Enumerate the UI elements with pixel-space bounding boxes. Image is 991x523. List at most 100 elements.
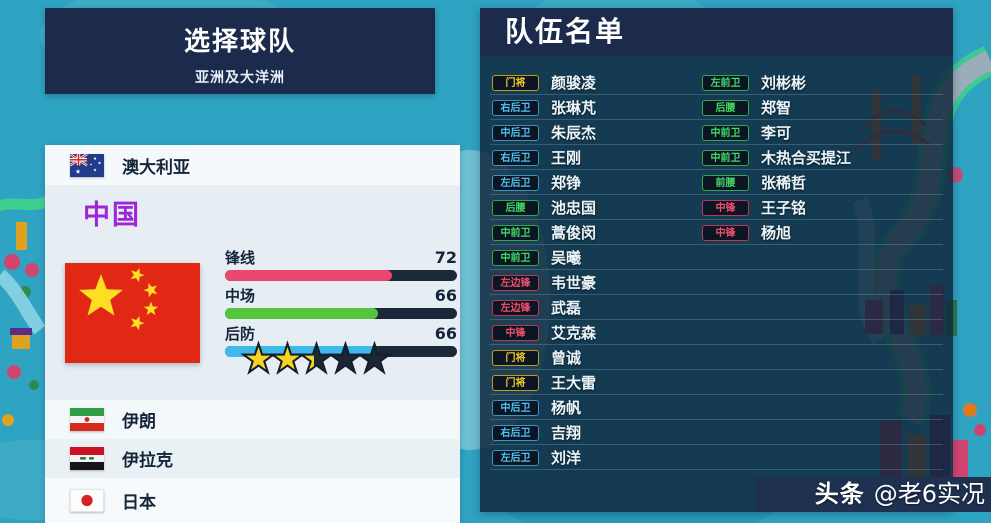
position-badge: 后腰 (492, 199, 539, 216)
stat-label: 中场 (225, 287, 256, 305)
player-name: 张稀哲 (761, 174, 807, 192)
player-row[interactable]: 右后卫 吉翔 (492, 420, 596, 445)
row-divider (490, 294, 943, 295)
china-flag (65, 263, 200, 363)
row-divider (490, 194, 943, 195)
position-badge: 右后卫 (492, 99, 539, 116)
player-row[interactable]: 中锋 杨旭 (702, 220, 851, 245)
player-name: 艾克森 (551, 324, 597, 342)
position-badge: 左边锋 (492, 274, 539, 291)
row-divider (490, 394, 943, 395)
team-list-item[interactable]: 伊拉克 (45, 439, 460, 478)
player-row[interactable]: 后腰 池忠国 (492, 195, 596, 220)
row-divider (490, 269, 943, 270)
team-name: 日本 (122, 493, 156, 513)
player-row[interactable]: 中锋 王子铭 (702, 195, 851, 220)
player-row[interactable]: 门将 曾诚 (492, 345, 596, 370)
player-name: 刘洋 (551, 449, 582, 467)
team-name: 伊拉克 (122, 451, 173, 471)
stat-row: 锋线 72 (225, 247, 457, 281)
player-name: 李可 (761, 124, 792, 142)
watermark: 头条 @老6实况 (755, 477, 991, 512)
region-subtitle: 亚洲及大洋洲 (195, 70, 285, 86)
player-name: 蒿俊闵 (551, 224, 597, 242)
stat-bar-track (225, 308, 457, 319)
star-icon: ★★ (240, 337, 277, 382)
position-badge: 中锋 (702, 224, 749, 241)
roster-panel: 队伍名单 门将 颜骏凌 右后卫 张琳芃 中后卫 朱辰杰 右后卫 王刚 左后卫 郑铮 后腰 池忠国 中前卫… (480, 8, 953, 512)
player-row[interactable]: 门将 王大雷 (492, 370, 596, 395)
player-row[interactable]: 左边锋 韦世豪 (492, 270, 596, 295)
position-badge: 门将 (492, 349, 539, 366)
stat-bar-fill (225, 346, 379, 357)
player-row[interactable]: 右后卫 张琳芃 (492, 95, 596, 120)
player-row[interactable]: 左边锋 武磊 (492, 295, 596, 320)
player-row[interactable]: 左后卫 郑铮 (492, 170, 596, 195)
stat-label: 后防 (225, 325, 256, 343)
team-stats: 锋线 72 中场 66 后防 66 (225, 247, 457, 361)
player-name: 刘彬彬 (761, 74, 807, 92)
player-row[interactable]: 左后卫 刘洋 (492, 445, 596, 470)
player-row[interactable]: 中后卫 杨帆 (492, 395, 596, 420)
position-badge: 后腰 (702, 99, 749, 116)
player-row[interactable]: 中前卫 李可 (702, 120, 851, 145)
player-name: 朱辰杰 (551, 124, 597, 142)
player-row[interactable]: 后腰 郑智 (702, 95, 851, 120)
position-badge: 前腰 (702, 174, 749, 191)
player-name: 郑智 (761, 99, 792, 117)
stat-bar-fill (225, 308, 379, 319)
player-name: 武磊 (551, 299, 582, 317)
row-divider (490, 119, 943, 120)
row-divider (490, 219, 943, 220)
watermark-brand: 头条 (814, 480, 865, 508)
player-row[interactable]: 中前卫 蒿俊闵 (492, 220, 596, 245)
player-row[interactable]: 中后卫 朱辰杰 (492, 120, 596, 145)
player-name: 王大雷 (551, 374, 597, 392)
iran-flag (70, 408, 104, 431)
row-divider (490, 169, 943, 170)
row-divider (490, 369, 943, 370)
position-badge: 中锋 (492, 324, 539, 341)
position-badge: 右后卫 (492, 424, 539, 441)
position-badge: 中前卫 (702, 124, 749, 141)
player-name: 曾诚 (551, 349, 582, 367)
player-row[interactable]: 右后卫 王刚 (492, 145, 596, 170)
team-list-item[interactable]: 日本 (45, 478, 460, 523)
stat-row: 中场 66 (225, 285, 457, 319)
position-badge: 左后卫 (492, 449, 539, 466)
position-badge: 右后卫 (492, 149, 539, 166)
player-name: 杨帆 (551, 399, 582, 417)
player-name: 郑铮 (551, 174, 582, 192)
team-list-item[interactable]: 伊朗 (45, 400, 460, 439)
player-row[interactable]: 中锋 艾克森 (492, 320, 596, 345)
team-select-header: 选择球队 亚洲及大洋洲 (45, 8, 435, 94)
position-badge: 中后卫 (492, 399, 539, 416)
stat-value: 66 (434, 286, 457, 305)
stat-bar-track (225, 346, 457, 357)
row-divider (490, 444, 943, 445)
position-badge: 门将 (492, 74, 539, 91)
australia-flag (70, 153, 104, 177)
position-badge: 中锋 (702, 199, 749, 216)
player-name: 吴曦 (551, 249, 582, 267)
player-row[interactable]: 中前卫 木热合买提江 (702, 145, 851, 170)
team-name: 澳大利亚 (122, 157, 190, 178)
japan-flag (70, 489, 104, 512)
team-list-item[interactable]: 澳大利亚 (45, 145, 460, 185)
row-divider (490, 344, 943, 345)
player-row[interactable]: 左前卫 刘彬彬 (702, 70, 851, 95)
player-name: 池忠国 (551, 199, 597, 217)
position-badge: 左后卫 (492, 174, 539, 191)
player-row[interactable]: 中前卫 吴曦 (492, 245, 596, 270)
player-name: 王刚 (551, 149, 582, 167)
row-divider (490, 419, 943, 420)
player-row[interactable]: 门将 颜骏凌 (492, 70, 596, 95)
stat-row: 后防 66 (225, 323, 457, 357)
player-name: 颜骏凌 (551, 74, 597, 92)
player-row[interactable]: 前腰 张稀哲 (702, 170, 851, 195)
stat-value: 66 (434, 324, 457, 343)
stat-bar-track (225, 270, 457, 281)
